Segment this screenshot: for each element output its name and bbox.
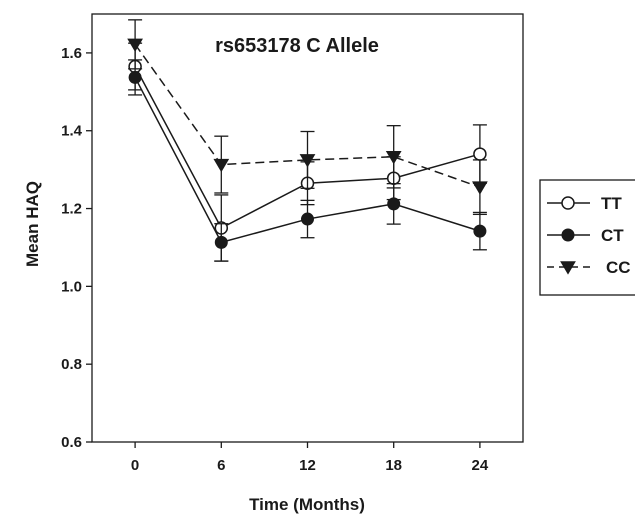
series-layer <box>127 19 488 262</box>
legend-label: TT <box>601 194 622 213</box>
data-point <box>214 235 228 249</box>
x-axis-title: Time (Months) <box>249 495 365 514</box>
legend-item-ct: CT <box>547 226 624 245</box>
series-cc <box>127 19 488 216</box>
axes: 0.6 0.8 1.0 1.2 1.4 1.6 0 6 12 18 24 <box>61 13 524 474</box>
data-point <box>473 224 487 238</box>
y-tick-label: 1.4 <box>61 123 83 140</box>
series-ct <box>128 59 487 262</box>
legend-item-cc: CC <box>547 258 631 277</box>
x-tick-label: 0 <box>131 457 139 474</box>
data-point <box>301 212 314 226</box>
data-point <box>385 151 402 165</box>
x-tick-label: 24 <box>472 457 489 474</box>
legend-item-tt: TT <box>547 194 622 213</box>
legend-marker <box>560 261 576 275</box>
legend-marker <box>561 228 575 242</box>
data-point <box>299 154 316 168</box>
legend-label: CT <box>601 226 624 245</box>
data-point <box>473 147 487 161</box>
data-point <box>472 181 488 195</box>
data-point <box>127 38 143 52</box>
x-tick-label: 12 <box>299 457 316 474</box>
chart-title: rs653178 C Allele <box>215 35 379 57</box>
data-point <box>128 70 142 84</box>
series-line-cc <box>134 43 481 188</box>
data-point <box>387 197 401 211</box>
x-tick-label: 6 <box>217 457 225 474</box>
y-tick-label: 1.2 <box>61 201 82 218</box>
data-point <box>213 158 230 173</box>
y-tick-label: 1.0 <box>61 278 82 295</box>
y-tick-label: 0.6 <box>61 434 82 451</box>
legend-box <box>539 179 635 296</box>
legend-label: CC <box>606 258 631 277</box>
y-axis-title: Mean HAQ <box>23 181 42 267</box>
y-tick-label: 1.6 <box>61 45 82 62</box>
x-tick-label: 18 <box>385 457 402 474</box>
legend: TT CT CC <box>539 179 635 296</box>
y-tick-label: 0.8 <box>61 356 82 373</box>
legend-marker <box>561 196 575 210</box>
